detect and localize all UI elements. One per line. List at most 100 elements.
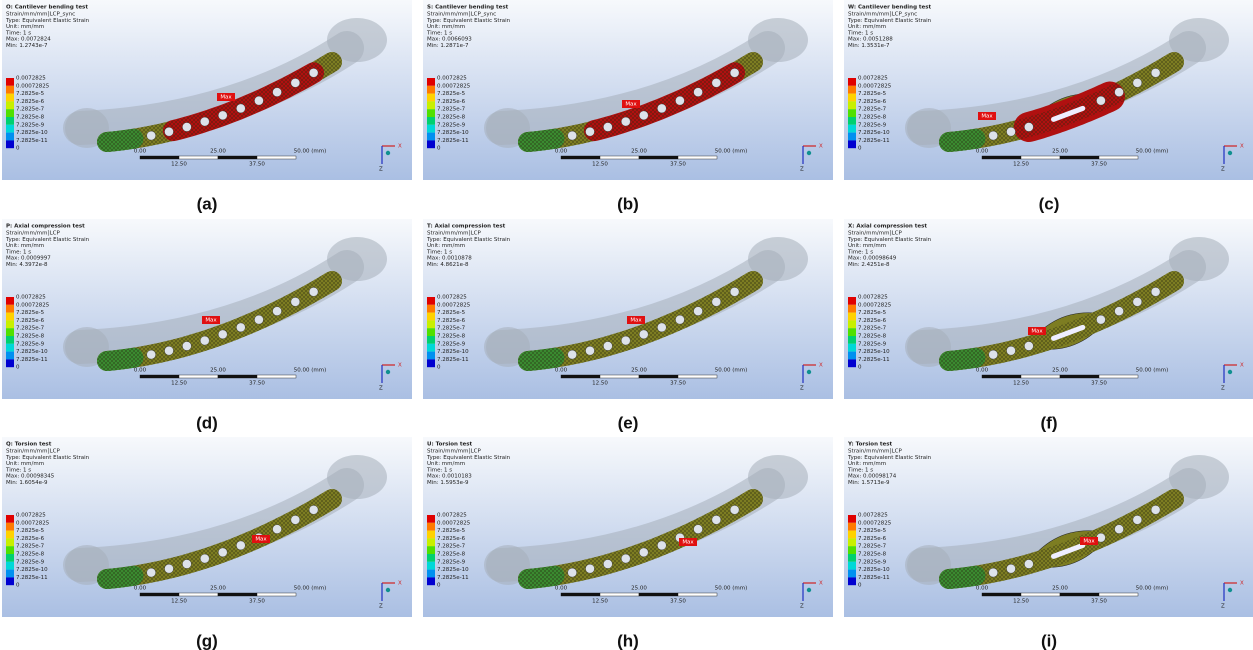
legend-swatch <box>848 297 856 305</box>
result-time: Time: 1 s <box>847 249 873 255</box>
result-result: Strain/mm/mm]LCP_sync <box>427 12 496 18</box>
result-time: Time: 1 s <box>426 30 452 36</box>
legend-swatch <box>848 86 856 94</box>
result-max: Max: 0.0010878 <box>427 256 472 262</box>
screw-hole <box>712 297 721 306</box>
legend-swatch <box>427 117 435 125</box>
legend-label: 7.2825e-9 <box>437 559 466 565</box>
legend-swatch <box>427 133 435 141</box>
legend-swatch <box>848 531 856 539</box>
screw-hole <box>1096 96 1105 105</box>
legend-label: 7.2825e-7 <box>437 107 466 113</box>
result-result: Strain/mm/mm]LCP_sync <box>6 12 75 18</box>
screw-hole <box>657 541 666 550</box>
max-tag-label: Max <box>205 318 217 324</box>
scale-bar <box>639 375 678 378</box>
legend-swatch <box>848 313 856 321</box>
legend-swatch <box>6 101 14 109</box>
scale-bar <box>1021 156 1060 159</box>
legend-swatch <box>427 352 435 360</box>
scale-bar <box>678 156 717 159</box>
screw-hole <box>603 342 612 351</box>
screw-hole <box>291 515 300 524</box>
legend-label: 0 <box>16 365 20 371</box>
screw-hole <box>236 541 245 550</box>
legend-label: 7.2825e-5 <box>858 528 887 534</box>
legend-label: 7.2825e-8 <box>858 552 887 558</box>
scale-label: 50.00 (mm) <box>294 149 327 155</box>
legend-swatch <box>848 523 856 531</box>
legend-label: 7.2825e-8 <box>858 334 887 340</box>
legend-swatch <box>6 109 14 117</box>
screw-hole <box>1096 315 1105 324</box>
axis-origin <box>807 151 811 155</box>
legend-swatch <box>6 531 14 539</box>
legend-label: 7.2825e-9 <box>16 341 45 347</box>
legend-swatch <box>6 523 14 531</box>
legend-swatch <box>848 577 856 585</box>
legend-label: 0.0072825 <box>16 76 46 82</box>
screw-hole <box>639 548 648 557</box>
screw-hole <box>657 104 666 113</box>
screw-hole <box>147 131 156 140</box>
legend-swatch <box>848 554 856 562</box>
legend-swatch <box>6 344 14 352</box>
scale-bar <box>678 593 717 596</box>
legend-label: 7.2825e-7 <box>16 326 45 332</box>
screw-hole <box>989 131 998 140</box>
legend-label: 7.2825e-10 <box>858 567 890 573</box>
axis-label: X <box>1240 363 1244 369</box>
legend-label: 7.2825e-7 <box>16 107 45 113</box>
screw-hole <box>1115 307 1124 316</box>
screw-hole <box>1115 88 1124 97</box>
result-min: Min: 1.5713e-9 <box>848 480 890 486</box>
legend-swatch <box>848 305 856 313</box>
max-tag-label: Max <box>682 540 694 546</box>
screw-hole <box>1133 78 1142 87</box>
page: MaxO: Cantilever bending testStrain/mm/m… <box>0 0 1253 650</box>
legend-label: 7.2825e-8 <box>16 334 45 340</box>
scale-bar <box>1021 375 1060 378</box>
axis-origin <box>807 370 811 374</box>
legend-swatch <box>6 554 14 562</box>
scale-bar <box>218 593 257 596</box>
legend-label: 7.2825e-7 <box>437 326 466 332</box>
axis-label: Z <box>1221 386 1225 392</box>
scale-label: 37.50 <box>670 381 686 387</box>
result-unit: Unit: mm/mm <box>848 24 886 30</box>
scale-bar <box>1099 156 1138 159</box>
scale-label: 25.00 <box>631 586 647 592</box>
screw-hole <box>1133 297 1142 306</box>
legend-label: 7.2825e-7 <box>858 544 887 550</box>
result-unit: Unit: mm/mm <box>6 24 44 30</box>
legend-swatch <box>427 546 435 554</box>
screw-hole <box>236 323 245 332</box>
result-unit: Unit: mm/mm <box>6 461 44 467</box>
screw-hole <box>164 564 173 573</box>
scale-label: 25.00 <box>631 149 647 155</box>
axis-label: X <box>819 581 823 587</box>
legend-swatch <box>6 570 14 578</box>
scale-label: 25.00 <box>210 586 226 592</box>
legend-label: 0 <box>437 146 441 152</box>
max-tag-label: Max <box>1031 329 1043 335</box>
result-unit: Unit: mm/mm <box>848 243 886 249</box>
result-title: O: Cantilever bending test <box>6 5 88 11</box>
legend-swatch <box>848 94 856 102</box>
legend-label: 7.2825e-5 <box>437 91 466 97</box>
result-min: Min: 4.3972e-8 <box>6 262 48 268</box>
legend-label: 0 <box>16 146 20 152</box>
legend-label: 0.00072825 <box>858 302 892 308</box>
result-result: Strain/mm/mm]LCP <box>6 449 60 455</box>
legend-swatch <box>427 554 435 562</box>
scale-bar <box>140 156 179 159</box>
legend-label: 7.2825e-8 <box>437 334 466 340</box>
screw-hole <box>730 505 739 514</box>
screw-hole <box>254 96 263 105</box>
scale-label: 12.50 <box>592 162 608 168</box>
screw-hole <box>236 104 245 113</box>
max-tag-label: Max <box>630 318 642 324</box>
legend-swatch <box>6 538 14 546</box>
result-title: U: Torsion test <box>427 442 472 448</box>
